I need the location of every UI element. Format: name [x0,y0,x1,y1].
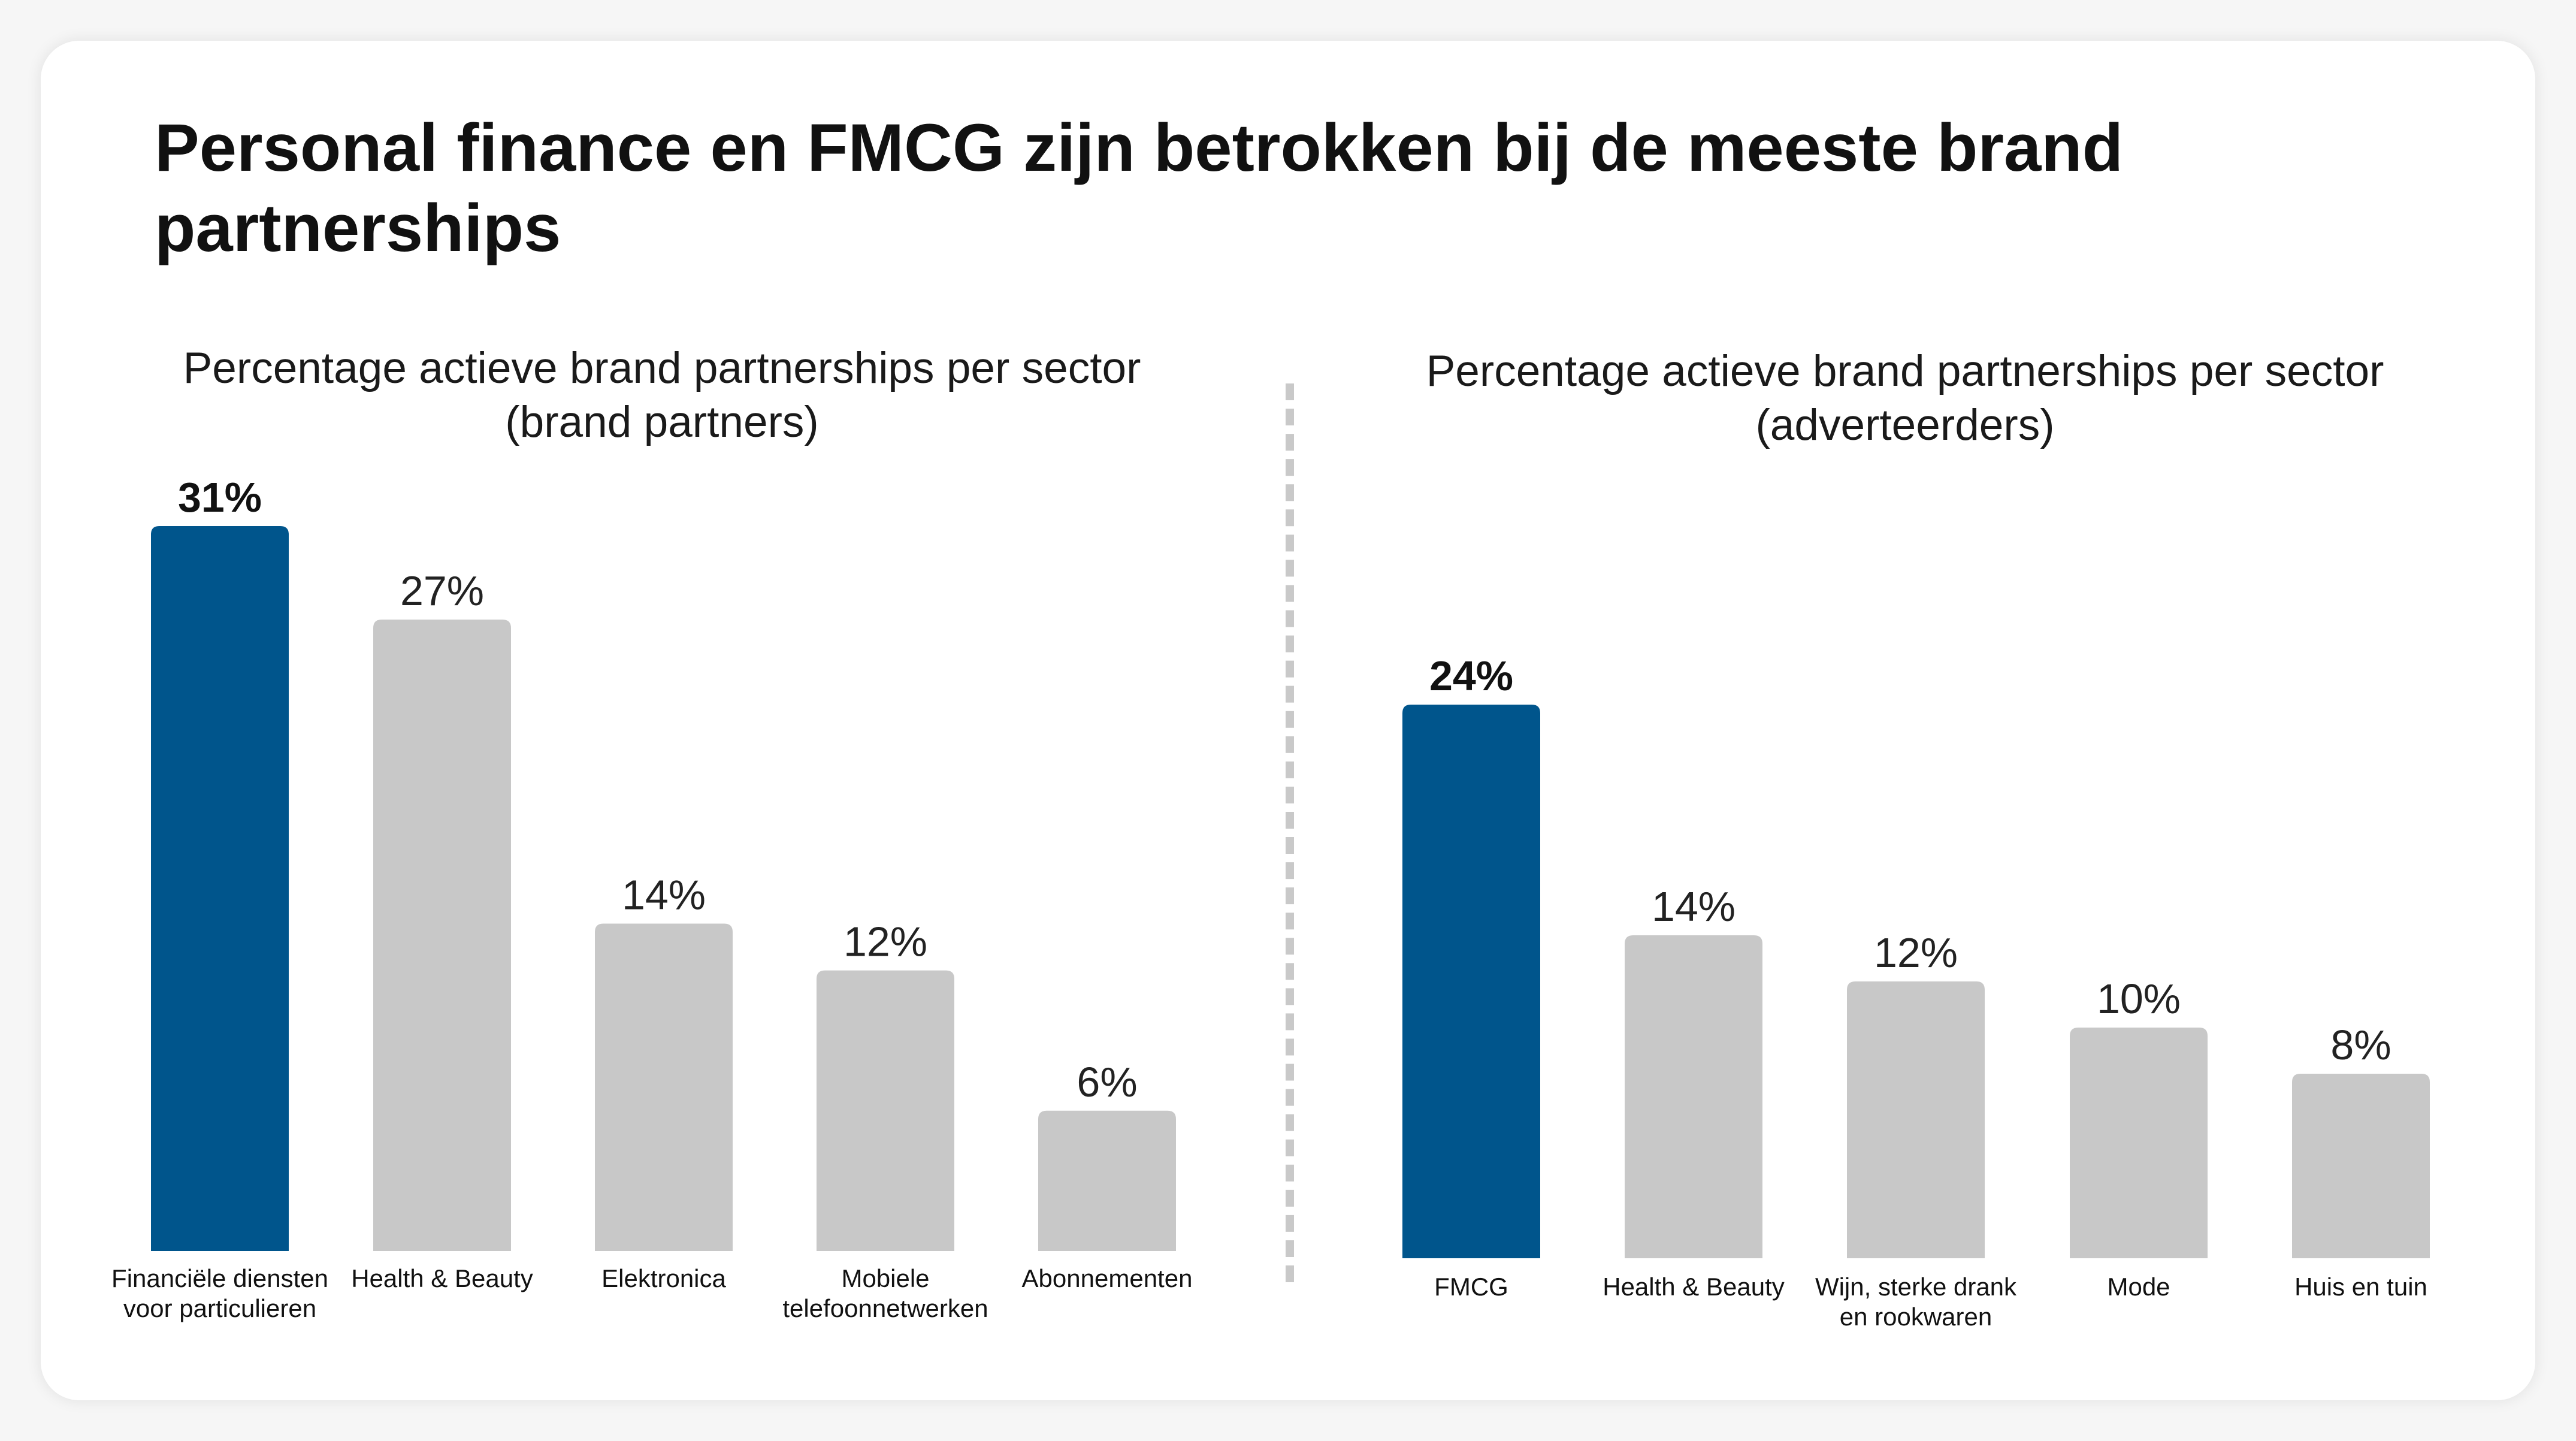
bar [817,970,954,1251]
bar [595,923,733,1251]
bar-value-label: 27% [400,567,484,614]
bar-value-label: 14% [622,872,706,919]
bar-value-label: 10% [2097,975,2181,1022]
bar-value-label: 6% [1077,1059,1137,1105]
bar [1038,1110,1176,1251]
category-label: Health & Beauty [351,1264,533,1292]
bar [1402,705,1540,1258]
bar [2070,1028,2208,1258]
chart-1-bars: 24% FMCG 14% Health & Beauty 12% Wijn, sterke… [1402,652,2430,1331]
category-label: Elektronica [601,1264,726,1292]
bar-value-label: 8% [2330,1022,2391,1068]
bar-value-label: 31% [178,474,262,521]
category-label: Huis en tuin [2294,1273,2427,1301]
chart-title-brand-partners: Percentage actieve brand partnerships pe… [183,344,1141,446]
category-label: FMCG [1434,1273,1508,1301]
chart-0-bars: 31% Financiële diensten voor particulieren… [111,474,1192,1322]
chart-title-adverteerders: Percentage actieve brand partnerships pe… [1426,347,2384,449]
bar-value-label: 14% [1652,883,1736,930]
category-label: Financiële diensten voor particulieren [111,1264,328,1322]
category-label: Wijn, sterke drank en rookwaren [1815,1273,2017,1331]
bar [1625,935,1762,1258]
bar [1847,981,1985,1258]
bar-value-label: 12% [843,919,927,965]
bar [2292,1074,2430,1258]
category-label: Health & Beauty [1603,1273,1785,1301]
bar [373,620,511,1251]
category-label: Mobiele telefoonnetwerken [782,1264,988,1322]
chart-divider [1286,383,1294,1282]
bar [151,526,289,1251]
bar-value-label: 12% [1874,929,1958,976]
category-label: Mode [2107,1273,2170,1301]
category-label: Abonnementen [1022,1264,1193,1292]
page-title: Personal finance en FMCG zijn betrokken … [155,110,2124,265]
bar-value-label: 24% [1429,652,1513,699]
